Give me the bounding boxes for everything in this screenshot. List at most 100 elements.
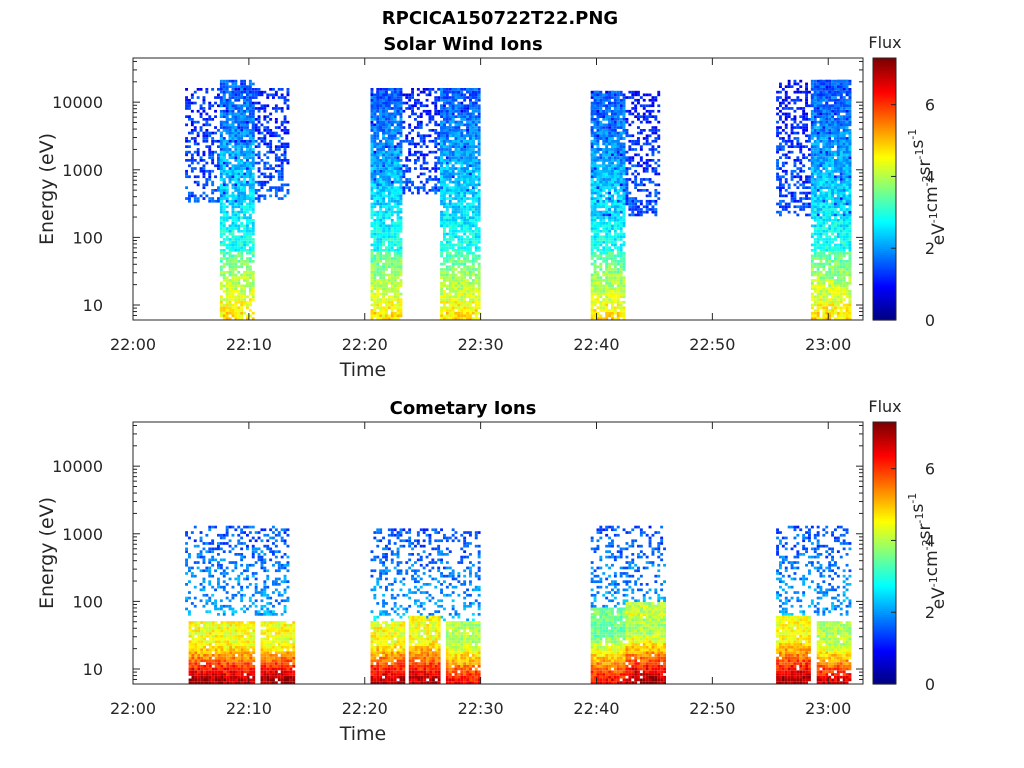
heatmap-cell xyxy=(222,229,226,233)
heatmap-cell xyxy=(379,189,383,192)
heatmap-cell xyxy=(390,107,394,110)
heatmap-cell xyxy=(237,134,241,138)
heatmap-cell xyxy=(416,120,420,124)
heatmap-cell xyxy=(370,273,374,277)
heatmap-cell xyxy=(451,287,455,290)
heatmap-cell xyxy=(474,191,478,195)
heatmap-cell xyxy=(248,109,252,113)
heatmap-cell xyxy=(396,249,400,252)
heatmap-cell xyxy=(205,194,209,198)
heatmap-cell xyxy=(385,303,388,307)
heatmap-cell xyxy=(251,219,255,222)
heatmap-cell xyxy=(599,180,603,184)
heatmap-cell xyxy=(411,88,414,91)
heatmap-cell xyxy=(454,172,458,176)
heatmap-cell xyxy=(599,205,603,209)
heatmap-cell xyxy=(234,96,238,99)
heatmap-cell xyxy=(454,142,458,146)
heatmap-cell xyxy=(463,129,467,132)
heatmap-cell xyxy=(590,311,594,315)
heatmap-cell xyxy=(445,172,449,176)
heatmap-cell xyxy=(225,85,229,88)
heatmap-cell xyxy=(266,161,270,165)
heatmap-cell xyxy=(379,96,383,99)
heatmap-cell xyxy=(460,137,464,140)
heatmap-cell xyxy=(454,96,458,99)
heatmap-cell xyxy=(611,298,614,301)
heatmap-cell xyxy=(590,172,594,176)
heatmap-cell xyxy=(257,156,261,159)
heatmap-cell xyxy=(440,134,443,138)
heatmap-cell xyxy=(211,104,215,108)
heatmap-cell xyxy=(228,85,232,88)
heatmap-cell xyxy=(370,213,374,217)
heatmap-cell xyxy=(234,254,238,258)
heatmap-cell xyxy=(471,164,475,168)
heatmap-cell xyxy=(248,205,252,209)
heatmap-cell xyxy=(631,208,635,211)
heatmap-cell xyxy=(599,262,603,266)
heatmap-cell xyxy=(385,232,388,236)
heatmap-cell xyxy=(222,126,226,129)
heatmap-cell xyxy=(608,93,611,97)
heatmap-cell xyxy=(211,199,215,203)
heatmap-cell xyxy=(373,202,377,206)
heatmap-cell xyxy=(196,153,200,157)
heatmap-cell xyxy=(634,107,638,110)
heatmap-cell xyxy=(228,273,232,277)
heatmap-cell xyxy=(390,148,394,151)
heatmap-cell xyxy=(240,254,244,258)
heatmap-cell xyxy=(390,172,394,176)
heatmap-cell xyxy=(228,292,232,296)
heatmap-cell xyxy=(283,131,287,135)
heatmap-cell xyxy=(228,167,232,170)
heatmap-cell xyxy=(222,115,226,118)
heatmap-cell xyxy=(443,153,446,157)
heatmap-cell xyxy=(390,164,394,168)
heatmap-cell xyxy=(185,137,188,140)
heatmap-cell xyxy=(231,273,235,277)
heatmap-cell xyxy=(445,186,449,189)
heatmap-cell xyxy=(248,273,252,277)
heatmap-cell xyxy=(477,167,481,170)
heatmap-cell xyxy=(414,104,417,108)
heatmap-cell xyxy=(390,268,394,271)
heatmap-cell xyxy=(445,96,449,99)
heatmap-cell xyxy=(228,118,232,121)
heatmap-cell xyxy=(471,137,475,140)
heatmap-cell xyxy=(471,101,475,105)
heatmap-cell xyxy=(228,243,232,247)
heatmap-cell xyxy=(246,197,249,200)
heatmap-cell xyxy=(477,98,481,102)
heatmap-cell xyxy=(272,131,275,135)
heatmap-cell xyxy=(225,104,229,108)
heatmap-cell xyxy=(599,284,603,288)
heatmap-cell xyxy=(237,210,241,214)
heatmap-cell xyxy=(240,224,244,228)
heatmap-cell xyxy=(219,249,223,252)
heatmap-cell xyxy=(608,194,611,198)
heatmap-cell xyxy=(596,175,600,179)
heatmap-cell xyxy=(451,311,455,315)
heatmap-cell xyxy=(376,284,380,288)
heatmap-cell xyxy=(373,107,377,110)
heatmap-cell xyxy=(445,276,449,279)
heatmap-cell xyxy=(596,93,600,97)
heatmap-cell xyxy=(637,112,640,116)
heatmap-cell xyxy=(605,287,609,290)
heatmap-cell xyxy=(637,164,640,168)
heatmap-cell xyxy=(631,172,635,176)
heatmap-cell xyxy=(460,314,464,318)
heatmap-cell xyxy=(266,104,270,108)
heatmap-cell xyxy=(625,129,629,132)
heatmap-cell xyxy=(474,197,478,200)
heatmap-cell xyxy=(651,199,655,203)
heatmap-cell xyxy=(263,197,267,200)
heatmap-cell xyxy=(460,189,464,192)
heatmap-cell xyxy=(280,93,284,97)
heatmap-cell xyxy=(466,216,469,219)
heatmap-cell xyxy=(619,210,623,214)
heatmap-cell xyxy=(642,104,646,108)
heatmap-cell xyxy=(608,189,611,192)
heatmap-cell xyxy=(460,159,464,162)
